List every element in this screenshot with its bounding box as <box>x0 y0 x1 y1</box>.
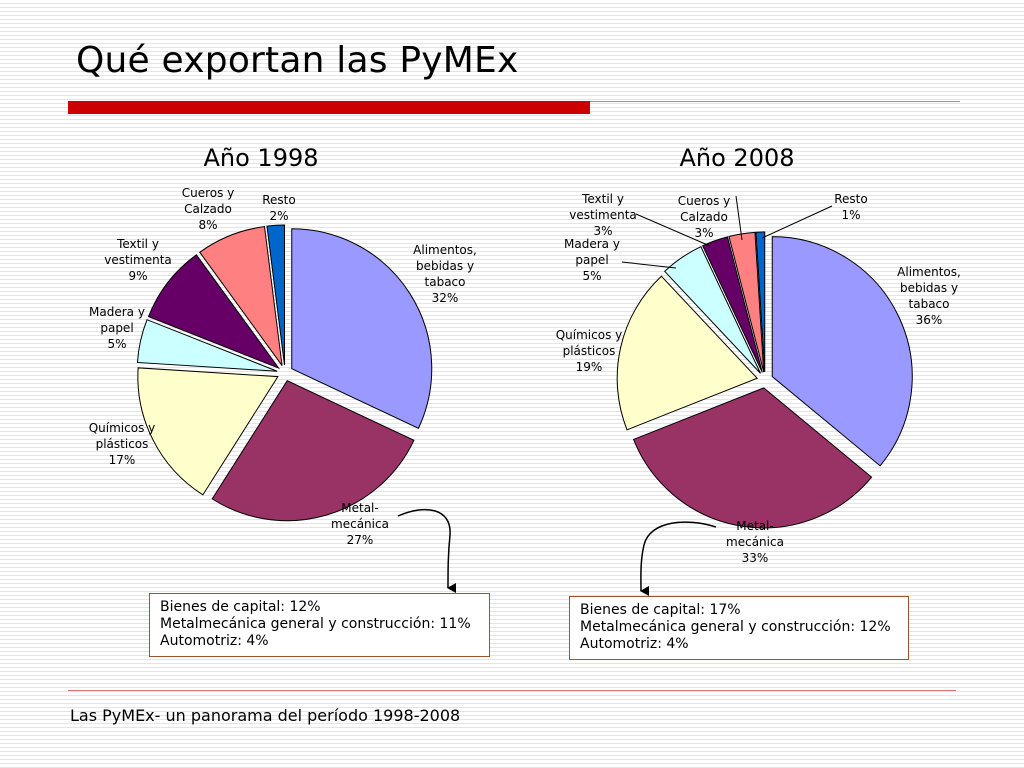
leader-line-textil <box>635 213 711 247</box>
pie-slice-metal <box>632 387 873 529</box>
pie-slice-madera <box>663 246 761 374</box>
pie-slice-cueros <box>199 226 283 366</box>
pie-slice-textil <box>702 236 763 373</box>
metal-breakdown-2008: Bienes de capital: 17% Metalmecánica gen… <box>569 596 909 660</box>
note-line: Automotriz: 4% <box>580 636 689 652</box>
pie-slice-madera <box>136 319 278 372</box>
slice-label-cueros: Cueros y Calzado 3% <box>678 194 731 240</box>
slice-label-metal: Metal-mecánica 27% <box>331 501 389 547</box>
slice-label-quimicos: Químicos y plásticos 19% <box>556 328 623 374</box>
pie-slice-alimentos <box>771 236 913 467</box>
slice-label-alimentos: Alimentos, bebidas y tabaco 36% <box>897 265 961 327</box>
slide-title: Qué exportan las PyMEx <box>76 40 519 81</box>
slice-label-resto: Resto 2% <box>262 193 295 223</box>
pie-slice-metal <box>211 380 415 522</box>
pie-slice-alimentos <box>291 228 433 429</box>
slice-label-metal: Metal-mecánica 33% <box>726 519 784 565</box>
pie-slice-resto <box>755 231 766 373</box>
pie-slice-quimicos <box>137 367 279 496</box>
pie-slice-textil <box>147 254 281 370</box>
slice-label-textil: Textil y vestimenta 9% <box>104 237 172 283</box>
pie-2008: Alimentos, bebidas y tabaco 36% Metal-mecáni… <box>556 192 961 565</box>
annotations <box>397 508 717 596</box>
leader-line-madera <box>621 261 677 269</box>
slice-label-quimicos: Químicos y plásticos 17% <box>89 421 156 467</box>
arrow-2008 <box>640 521 717 596</box>
note-line: Bienes de capital: 17% <box>580 602 741 618</box>
pie-1998: Alimentos, bebidas y tabaco 32% Metal-mecáni… <box>89 186 477 547</box>
title-accent-line <box>590 101 960 102</box>
title-accent-bar <box>68 101 590 114</box>
slice-label-cueros: Cueros y Calzado 8% <box>182 186 235 232</box>
leader-line-cueros <box>735 195 743 241</box>
pie-slice-quimicos <box>616 275 759 431</box>
note-line: Bienes de capital: 12% <box>160 599 321 615</box>
slice-label-madera: Madera y papel 5% <box>564 237 620 283</box>
slice-label-textil: Textil y vestimenta 3% <box>569 192 637 238</box>
footer-divider <box>68 690 956 691</box>
arrow-1998 <box>397 508 457 594</box>
slice-label-resto: Resto 1% <box>834 192 867 222</box>
slice-label-alimentos: Alimentos, bebidas y tabaco 32% <box>413 243 477 305</box>
leader-line-resto <box>761 205 833 239</box>
chart-title-2008: Año 2008 <box>679 144 794 172</box>
note-line: Metalmecánica general y construcción: 11… <box>160 616 471 632</box>
pie-slice-cueros <box>728 231 765 373</box>
metal-breakdown-1998: Bienes de capital: 12% Metalmecánica gen… <box>149 593 490 657</box>
pie-slice-resto <box>266 224 285 366</box>
chart-title-1998: Año 1998 <box>203 144 318 172</box>
note-line: Metalmecánica general y construcción: 12… <box>580 619 891 635</box>
note-line: Automotriz: 4% <box>160 633 269 649</box>
footer-text: Las PyMEx- un panorama del período 1998-… <box>70 706 461 725</box>
slice-label-madera: Madera y papel 5% <box>89 305 145 351</box>
